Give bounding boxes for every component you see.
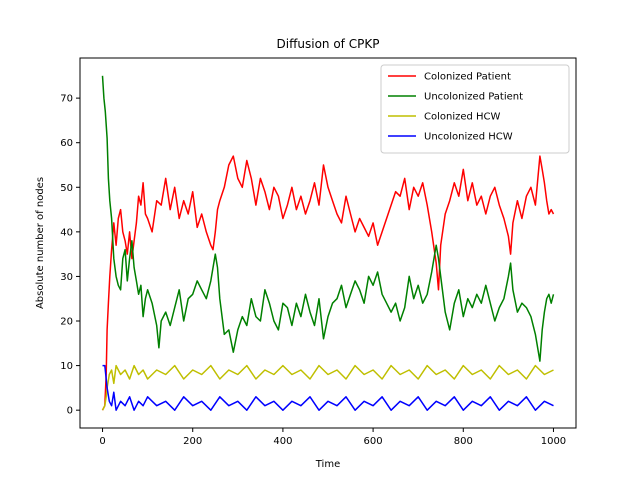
- y-axis-label: Absolute number of nodes: [35, 177, 46, 309]
- legend-label: Colonized HCW: [424, 112, 501, 123]
- legend-label: Uncolonized HCW: [424, 132, 513, 143]
- x-tick-label: 0: [99, 436, 105, 447]
- x-tick-label: 600: [364, 436, 383, 447]
- x-axis-label: Time: [315, 459, 340, 470]
- legend-label: Uncolonized Patient: [424, 92, 523, 103]
- legend: Colonized Patient Uncolonized Patient Colo…: [380, 64, 570, 154]
- series-line-uncolonized-patient: [101, 75, 555, 362]
- plot-frame: [79, 57, 577, 429]
- x-tick-label: 1000: [541, 436, 566, 447]
- legend-label: Colonized Patient: [424, 72, 511, 83]
- y-tick-label: 70: [60, 94, 73, 105]
- y-tick-label: 10: [60, 361, 73, 372]
- x-tick-label: 800: [454, 436, 473, 447]
- chart-title: Diffusion of CPKP: [277, 37, 380, 51]
- series-layer: [101, 75, 555, 411]
- y-axis: 0 10 20 30 40 50 60 70: [60, 94, 80, 417]
- y-tick-label: 40: [60, 227, 73, 238]
- series-line-colonized-patient: [101, 155, 555, 411]
- legend-box: [380, 64, 570, 154]
- series-line-uncolonized-hcw: [102, 364, 554, 411]
- y-tick-label: 0: [67, 406, 73, 417]
- x-tick-label: 200: [183, 436, 202, 447]
- y-tick-label: 60: [60, 138, 73, 149]
- series-line-colonized-hcw: [101, 364, 554, 411]
- x-axis: 0 200 400 600 800 1000: [99, 428, 566, 447]
- y-tick-label: 30: [60, 272, 73, 283]
- y-tick-label: 50: [60, 183, 73, 194]
- x-tick-label: 400: [273, 436, 292, 447]
- y-tick-label: 20: [60, 317, 73, 328]
